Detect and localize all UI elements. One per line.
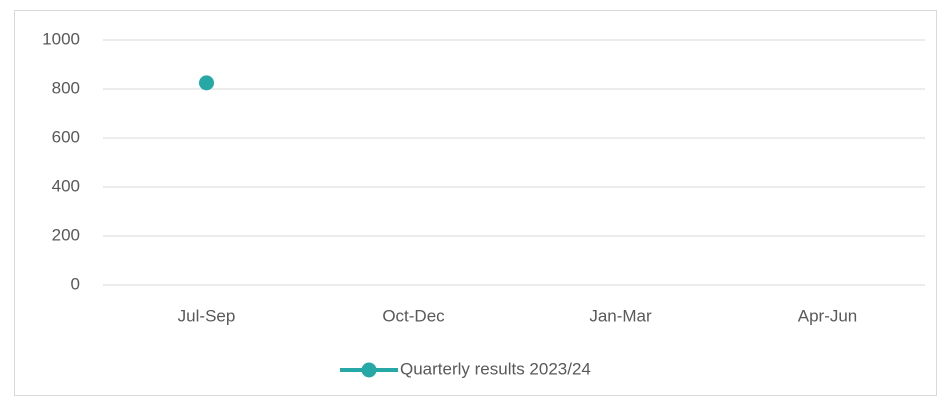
chart-border <box>14 10 937 396</box>
y-tick-label: 200 <box>52 225 80 244</box>
y-tick-label: 800 <box>52 78 80 97</box>
x-tick-label: Jul-Sep <box>178 306 236 325</box>
legend-label: Quarterly results 2023/24 <box>400 359 591 378</box>
x-tick-label: Oct-Dec <box>382 306 445 325</box>
x-tick-label: Apr-Jun <box>798 306 858 325</box>
y-tick-label: 600 <box>52 127 80 146</box>
y-tick-label: 0 <box>71 274 80 293</box>
legend-marker <box>361 362 377 378</box>
y-tick-label: 400 <box>52 176 80 195</box>
data-point <box>199 75 214 91</box>
x-tick-label: Jan-Mar <box>589 306 652 325</box>
y-tick-label: 1000 <box>42 29 80 48</box>
